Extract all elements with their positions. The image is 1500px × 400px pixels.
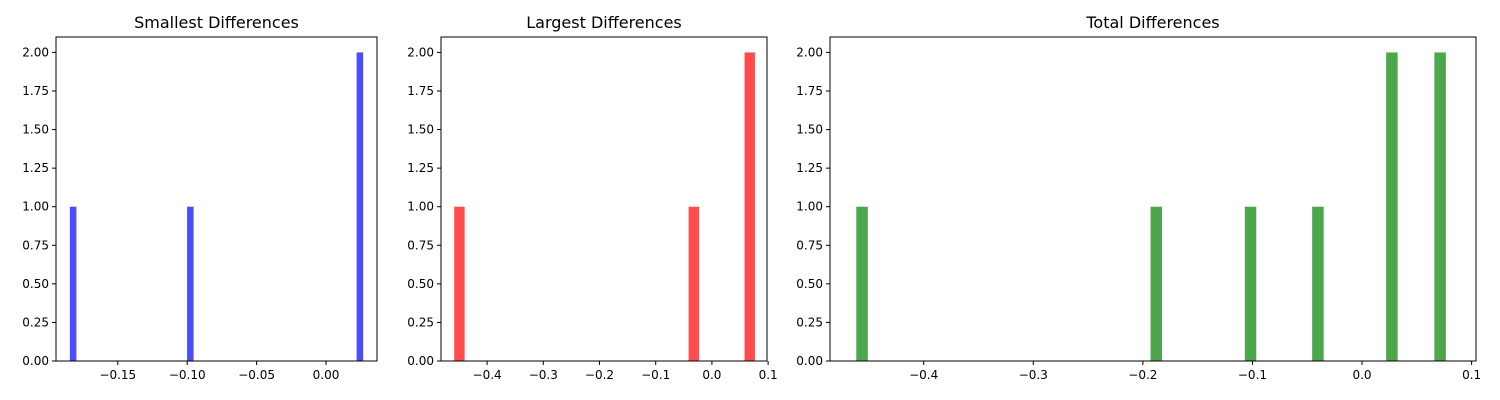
y-tick-label: 1.25: [796, 161, 823, 175]
y-tick-label: 2.00: [407, 45, 434, 59]
y-tick-label: 0.25: [796, 315, 823, 329]
y-tick-label: 0.00: [796, 354, 823, 368]
y-tick-label: 0.00: [22, 354, 49, 368]
panel-title: Largest Differences: [526, 13, 682, 32]
y-tick-label: 1.50: [407, 123, 434, 137]
histogram-bar: [356, 52, 364, 362]
x-tick-label: −0.2: [1128, 368, 1157, 382]
axes-frame: [829, 36, 1477, 362]
x-tick-label: 0.00: [313, 368, 340, 382]
panel-title: Total Differences: [1085, 13, 1219, 32]
histogram-bar: [69, 206, 77, 361]
x-tick-label: 0.0: [1352, 368, 1371, 382]
histogram-bar: [187, 206, 194, 361]
axes-frame: [55, 36, 378, 362]
x-tick-label: −0.1: [641, 368, 670, 382]
largest-differences-panel: Largest Differences −0.4 −0.3 −0.2 −0.1 0.0 0…: [407, 13, 777, 382]
panel-title: Smallest Differences: [134, 13, 299, 32]
y-tick-label: 0.00: [407, 354, 434, 368]
y-tick-label: 1.00: [796, 200, 823, 214]
histogram-bar: [1312, 206, 1324, 361]
y-tick-label: 0.75: [796, 238, 823, 252]
histogram-bar: [688, 206, 699, 361]
histogram-bar: [1244, 206, 1257, 361]
x-tick-label: 0.1: [1462, 368, 1481, 382]
y-tick-label: 2.00: [796, 45, 823, 59]
histogram-bar: [856, 206, 868, 361]
y-tick-label: 1.00: [407, 200, 434, 214]
axes-frame: [440, 36, 768, 362]
y-tick-label: 1.25: [407, 161, 434, 175]
y-tick-label: 1.50: [22, 123, 49, 137]
histogram-bar: [1150, 206, 1163, 361]
x-tick-label: −0.4: [473, 368, 502, 382]
x-tick-label: −0.4: [909, 368, 938, 382]
x-tick-label: 0.0: [702, 368, 721, 382]
x-tick-label: −0.2: [585, 368, 614, 382]
x-tick-label: −0.10: [169, 368, 206, 382]
y-tick-label: 0.75: [22, 238, 49, 252]
y-tick-label: 2.00: [22, 45, 49, 59]
y-tick-label: 0.50: [796, 277, 823, 291]
x-tick-label: 0.1: [759, 368, 778, 382]
histogram-bar: [1434, 52, 1446, 362]
x-tick-label: −0.3: [529, 368, 558, 382]
y-tick-label: 1.25: [22, 161, 49, 175]
y-tick-label: 0.50: [407, 277, 434, 291]
y-tick-label: 0.75: [407, 238, 434, 252]
x-tick-label: −0.05: [238, 368, 275, 382]
y-tick-label: 0.25: [22, 315, 49, 329]
total-differences-panel: Total Differences −0.4 −0.3 −0.2 −0.1 0.0 0.1…: [796, 13, 1481, 382]
y-tick-label: 1.75: [22, 84, 49, 98]
y-tick-label: 1.50: [796, 123, 823, 137]
histogram-bar: [454, 206, 465, 361]
x-tick-label: −0.1: [1238, 368, 1267, 382]
y-tick-label: 1.75: [796, 84, 823, 98]
histogram-bar: [744, 52, 755, 362]
x-tick-label: −0.15: [99, 368, 136, 382]
y-tick-label: 0.50: [22, 277, 49, 291]
y-tick-label: 1.00: [22, 200, 49, 214]
histogram-bar: [1386, 52, 1398, 362]
y-tick-label: 1.75: [407, 84, 434, 98]
smallest-differences-panel: Smallest Differences −0.15 −0.10 −0.05 0.00…: [22, 13, 378, 382]
y-tick-label: 0.25: [407, 315, 434, 329]
x-tick-label: −0.3: [1019, 368, 1048, 382]
